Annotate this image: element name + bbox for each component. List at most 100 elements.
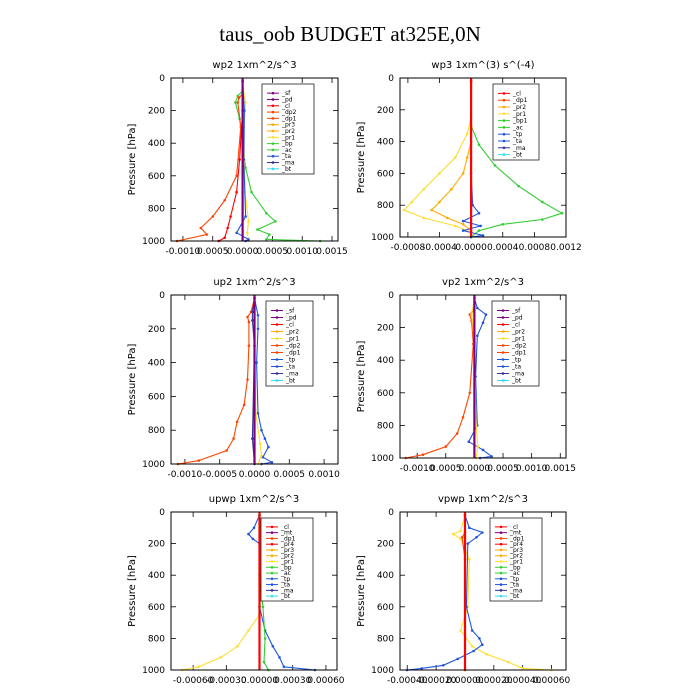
legend: _sf_pd_cl_dp2_dp1_pr3_pr2_pr1_bp_ac_ta_m… <box>261 83 315 175</box>
legend-marker <box>270 571 274 575</box>
data-point-tp <box>481 448 485 452</box>
data-point-tp <box>466 542 470 545</box>
series-line-dp1 <box>405 298 475 459</box>
legend-marker <box>502 132 506 136</box>
data-point-dp1 <box>461 416 465 419</box>
y-axis-label: Pressure [hPa] <box>356 341 367 413</box>
legend-marker <box>270 594 274 598</box>
data-point-tp <box>468 526 471 530</box>
y-tick-label: 200 <box>377 324 394 334</box>
y-tick-label: 600 <box>148 392 165 402</box>
data-point-pr1 <box>485 652 488 656</box>
data-point-dp1 <box>205 233 209 236</box>
legend-marker <box>501 337 505 340</box>
plot-frame <box>170 294 339 465</box>
legend-marker <box>270 525 274 529</box>
panel-2: wp3 1xm^(3) s^(-4) Pressure [hPa] 0 200 400 6… <box>356 60 582 253</box>
data-point-ta <box>243 109 246 112</box>
data-point-pr1 <box>247 220 250 223</box>
data-point-ta <box>247 238 250 241</box>
y-tick-label: 400 <box>377 356 394 366</box>
y-tick-label: 1000 <box>142 237 165 247</box>
y-tick-label: 400 <box>148 571 165 581</box>
y-tick-label: 200 <box>148 107 165 117</box>
legend: _cl_mt_dp1_pr4_pr3_pr2_pr1_bp_ac_tp_ta_m… <box>260 517 314 602</box>
legend-label: _cl <box>512 90 521 97</box>
plot-frame <box>399 511 567 671</box>
panel-6: vpwp 1xm^2/s^3 Pressure [hPa] 0 200 400 600 80… <box>356 494 570 686</box>
data-point-tp <box>256 327 260 331</box>
data-point-pr1 <box>260 454 263 457</box>
y-axis-label: Pressure [hPa] <box>127 124 138 196</box>
legend-marker <box>271 123 275 126</box>
data-point-pr1 <box>507 660 510 664</box>
x-tick-label: -0.0010 <box>168 470 203 480</box>
legend-marker <box>271 104 275 108</box>
data-point-tp <box>278 656 281 659</box>
legend-marker <box>499 554 503 558</box>
data-point-tp <box>256 412 260 415</box>
data-point-pr2 <box>446 216 449 220</box>
data-point-bp1 <box>501 223 505 226</box>
legend-label: _ma <box>285 371 299 378</box>
data-point-tp <box>252 526 256 530</box>
legend-label: _ta <box>512 138 522 145</box>
legend-marker <box>270 577 274 581</box>
data-point-tp <box>476 334 479 338</box>
legend-marker <box>275 351 279 354</box>
legend-marker <box>502 112 506 116</box>
legend-marker <box>270 554 274 558</box>
y-axis-label: Pressure [hPa] <box>127 555 138 627</box>
legend-label: _ma <box>512 145 526 152</box>
series-line-pr1 <box>403 81 472 237</box>
legend-label: _ta <box>511 364 521 371</box>
panel-1: wp2 1xm^2/s^3 Pressure [hPa] 0 200 400 600 800… <box>127 60 348 257</box>
x-tick-label: 0.0005 <box>257 247 289 257</box>
data-point-tp <box>456 657 460 661</box>
x-tick-label: 0.0010 <box>516 464 548 474</box>
data-point-pr1 <box>470 313 473 316</box>
x-tick-label: -0.00060 <box>173 676 214 686</box>
x-tick-label: 0.00000 <box>446 676 483 686</box>
y-tick-label: 0 <box>159 74 165 84</box>
legend-label: _mt <box>509 530 522 537</box>
series-line-dp1 <box>177 298 256 465</box>
legend-marker <box>271 110 275 114</box>
legend-marker <box>501 330 505 333</box>
data-point-pr1 <box>454 224 457 228</box>
data-point-pr2 <box>450 188 453 191</box>
data-point-bp <box>256 228 259 231</box>
y-tick-label: 800 <box>148 634 165 644</box>
legend-marker <box>501 316 505 319</box>
legend-marker <box>502 153 506 156</box>
legend-marker <box>499 525 503 529</box>
data-point-pr1 <box>197 665 200 669</box>
legend-label: _pd <box>281 96 293 103</box>
data-point-tp <box>467 440 471 444</box>
legend-label: _ac <box>281 147 292 154</box>
data-point-tp <box>267 445 270 449</box>
legend-marker <box>271 91 275 95</box>
data-point-dp1 <box>444 445 448 448</box>
legend-label: _pr1 <box>285 336 299 343</box>
legend-marker <box>271 117 275 120</box>
y-tick-label: 0 <box>388 508 394 518</box>
legend-label: _tp <box>512 131 522 138</box>
x-tick-label: -0.0005 <box>202 470 237 480</box>
data-point-bp1 <box>541 200 544 204</box>
x-tick-label: 0.0004 <box>487 243 519 253</box>
legend-marker <box>501 379 505 382</box>
data-point-pr1 <box>459 529 462 533</box>
data-point-dp1 <box>246 315 249 319</box>
data-point-cl <box>229 215 232 218</box>
legend-label: _dp2 <box>511 343 527 350</box>
data-point-pr2 <box>465 156 469 159</box>
legend-label: _mt <box>280 530 293 537</box>
legend-label: _ac <box>509 570 520 577</box>
legend-marker <box>270 548 274 552</box>
legend: _sf_pd_cl_pr2_pr1_dp2_dp1_tp_ta_ma_bt <box>491 300 540 387</box>
data-point-dp1 <box>247 320 251 324</box>
data-point-pr1 <box>521 667 524 670</box>
legend-label: _cl <box>280 524 289 531</box>
legend-marker <box>271 129 275 133</box>
